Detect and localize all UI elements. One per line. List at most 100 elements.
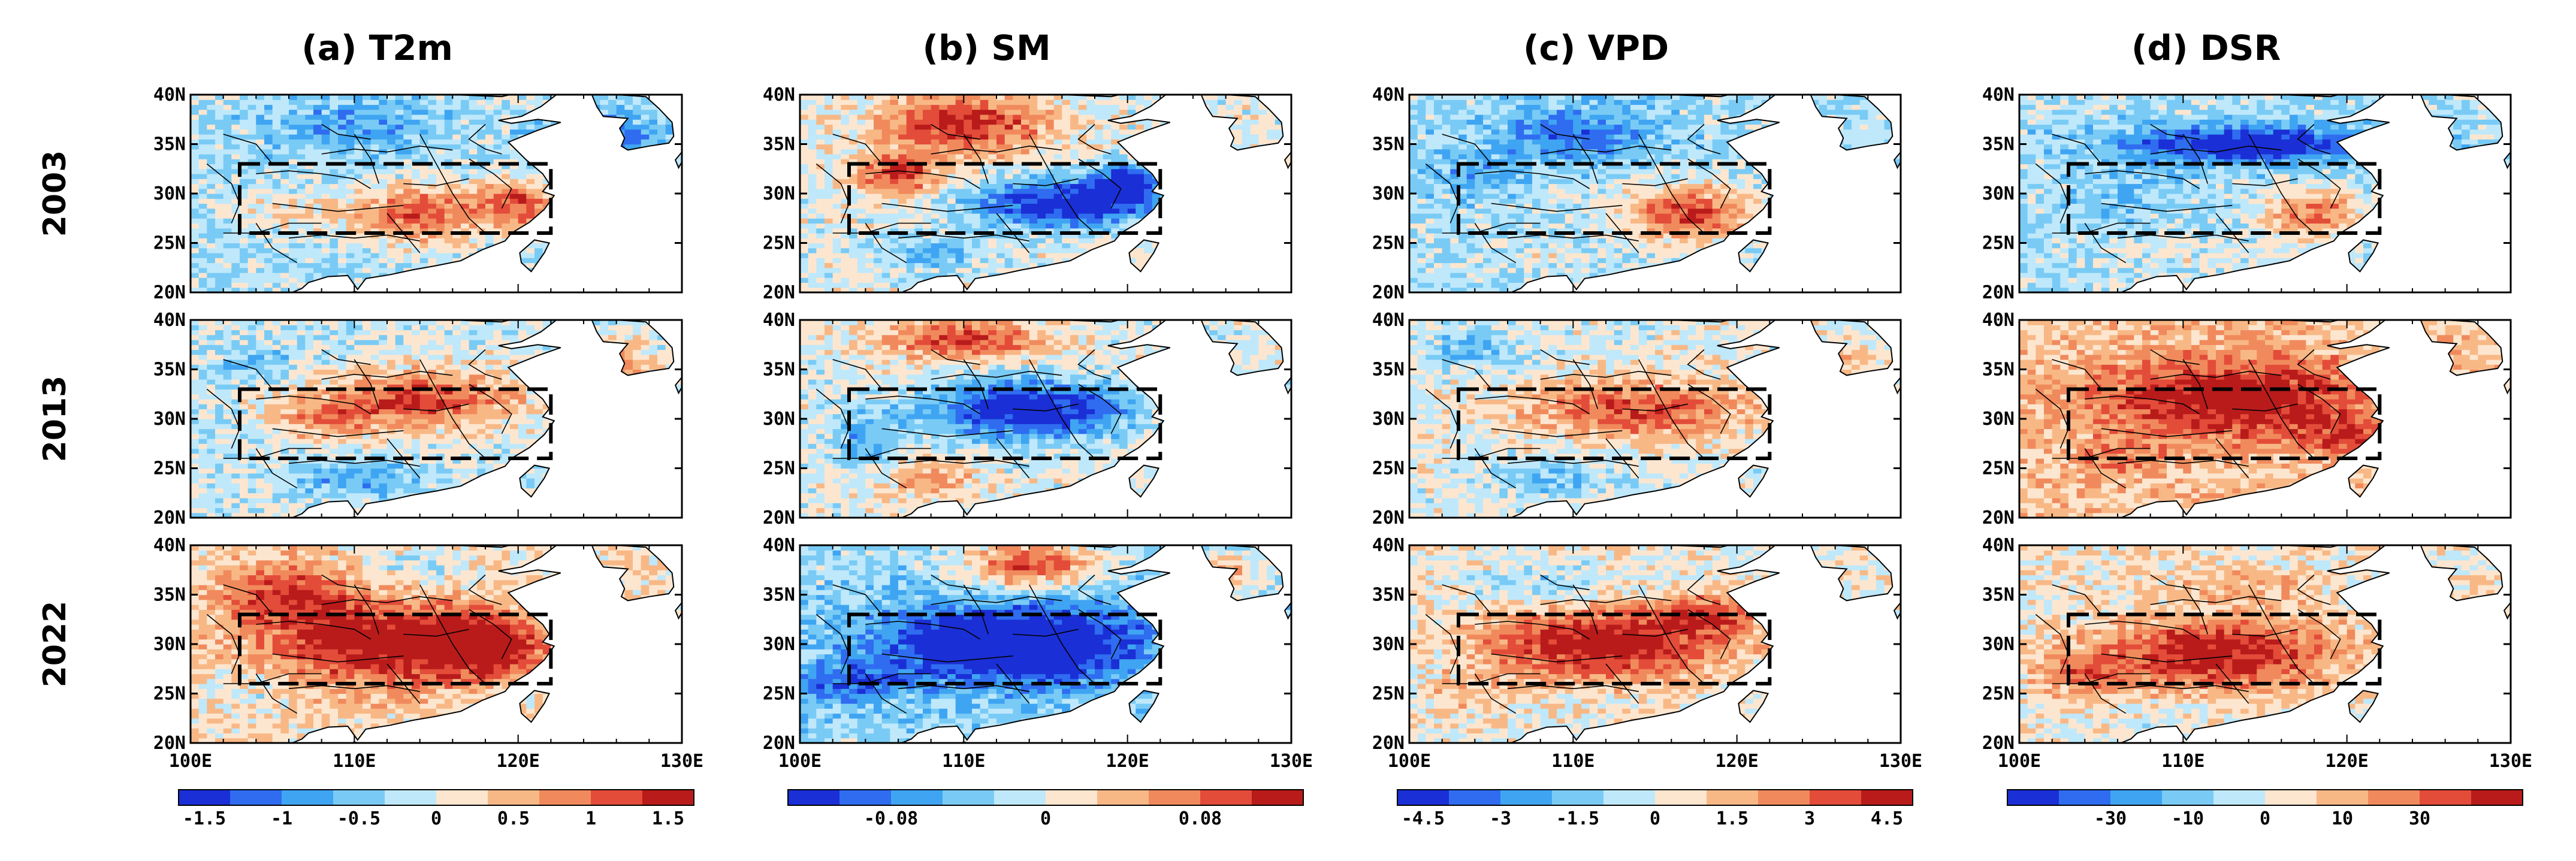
lat-tick-label: 35N [1372, 585, 1405, 606]
colorbar-label: -4.5 [1402, 808, 1445, 829]
colorbar-swatch [1449, 790, 1501, 805]
lat-tick-label: 25N [1982, 233, 2015, 254]
lon-tick-label: 120E [497, 751, 540, 772]
colorbar-label: 10 [2332, 808, 2353, 829]
lat-tick-label: 30N [763, 634, 795, 655]
lat-tick-label: 25N [763, 233, 795, 254]
lat-tick-label: 30N [1372, 634, 1405, 655]
map-panels: 40N 35N 30N 25N 20N 40N 35N 30N 25N 20N 40N 35N 30N 2… [153, 84, 2532, 772]
colorbar-swatch [1397, 790, 1449, 805]
colorbar-label: 30 [2409, 808, 2430, 829]
province-boundaries [2035, 574, 2341, 714]
colorbar-swatch [1655, 790, 1707, 805]
study-region-box [2067, 162, 2382, 235]
lat-tick-label: 40N [1372, 84, 1405, 105]
lat-tick-label: 40N [1982, 310, 2015, 331]
coastline [1409, 320, 1901, 518]
colorbar-swatch [1603, 790, 1656, 805]
year-label-2022: 2022 [37, 601, 73, 688]
lat-tick-label: 30N [1372, 183, 1405, 204]
lat-tick-label: 40N [763, 310, 795, 331]
colorbar-swatch [2059, 790, 2111, 805]
study-region-box [238, 612, 553, 685]
lat-tick-label: 20N [1982, 507, 2015, 528]
colorbar-swatch [1861, 790, 1913, 805]
lat-tick-label: 35N [153, 359, 186, 380]
colorbar-swatch [1500, 790, 1553, 805]
colorbar-label: -0.5 [337, 808, 380, 829]
lat-tick-label: 20N [1372, 733, 1405, 754]
lat-tick-label: 35N [1982, 359, 2015, 380]
lat-tick-label: 25N [1982, 458, 2015, 479]
colorbar-sm: -0.08 0 0.08 [787, 789, 1304, 829]
lat-tick-label: 20N [153, 507, 186, 528]
colorbar-swatch [591, 790, 643, 805]
colorbar-label: 0 [1650, 808, 1660, 829]
colorbar-swatch [1149, 790, 1201, 805]
lat-tick-label: 20N [1982, 282, 2015, 303]
colorbar-swatch [2368, 790, 2420, 805]
coastline [1409, 95, 1901, 292]
province-boundaries [1425, 349, 1731, 489]
map-panel-sm-2013: 40N 35N 30N 25N 20N [763, 310, 1292, 528]
colorbar-label: 1 [585, 808, 596, 829]
lat-tick-label: 30N [153, 634, 186, 655]
study-region-box [238, 162, 553, 235]
colorbar-swatch [436, 790, 488, 805]
lat-tick-label: 25N [1372, 458, 1405, 479]
colorbar-swatch [2162, 790, 2214, 805]
colorbar-label: -30 [2094, 808, 2127, 829]
colorbar-label: 0 [431, 808, 442, 829]
lat-tick-label: 25N [1372, 233, 1405, 254]
province-boundaries [206, 574, 512, 714]
study-region-box [847, 612, 1162, 685]
colorbar-swatch [2110, 790, 2163, 805]
lat-tick-label: 35N [763, 134, 795, 155]
lat-tick-label: 40N [153, 84, 186, 105]
province-boundaries [1425, 123, 1731, 264]
coastline [2019, 545, 2511, 743]
colorbar-swatch [1046, 790, 1098, 805]
lon-tick-label: 120E [1716, 751, 1759, 772]
province-boundaries [206, 123, 512, 264]
colorbar-swatch [1707, 790, 1759, 805]
study-region-box [1457, 387, 1772, 460]
province-boundaries [816, 574, 1122, 714]
study-region-box [1457, 162, 1772, 235]
coastline [800, 95, 1291, 292]
colorbar-swatch [2317, 790, 2369, 805]
colorbar-label: -3 [1490, 808, 1511, 829]
colorbar-swatch [1810, 790, 1862, 805]
colorbar-swatch [1552, 790, 1604, 805]
province-boundaries [816, 123, 1122, 264]
lon-tick-label: 100E [778, 751, 822, 772]
colorbar-swatch [1252, 790, 1304, 805]
colorbar-label: 0.08 [1179, 808, 1222, 829]
colorbar-t2m: -1.5 -1 -0.5 0 0.5 1 1.5 [178, 789, 694, 829]
colorbar-label: -1.5 [183, 808, 226, 829]
coastline [800, 320, 1291, 518]
lat-tick-label: 20N [153, 282, 186, 303]
lat-tick-label: 25N [1372, 684, 1405, 705]
colorbar-label: 1.5 [652, 808, 684, 829]
province-boundaries [206, 349, 512, 489]
panel-title-dsr: (d) DSR [2131, 28, 2281, 68]
colorbar-label: 4.5 [1871, 808, 1903, 829]
study-region-box [238, 387, 553, 460]
lat-tick-label: 20N [763, 733, 795, 754]
colorbar-swatch [539, 790, 591, 805]
colorbar-swatch [1758, 790, 1810, 805]
lat-tick-label: 40N [1982, 84, 2015, 105]
lat-tick-label: 30N [1372, 409, 1405, 430]
province-boundaries [816, 349, 1122, 489]
year-label-2013: 2013 [37, 376, 73, 463]
lat-tick-label: 35N [1372, 134, 1405, 155]
colorbar-label: -1 [271, 808, 292, 829]
colorbar-swatch [1097, 790, 1149, 805]
lat-tick-label: 20N [1982, 733, 2015, 754]
lat-tick-label: 30N [153, 409, 186, 430]
map-panel-dsr-2013: 40N 35N 30N 25N 20N [1982, 310, 2512, 528]
colorbar-swatch [2420, 790, 2472, 805]
